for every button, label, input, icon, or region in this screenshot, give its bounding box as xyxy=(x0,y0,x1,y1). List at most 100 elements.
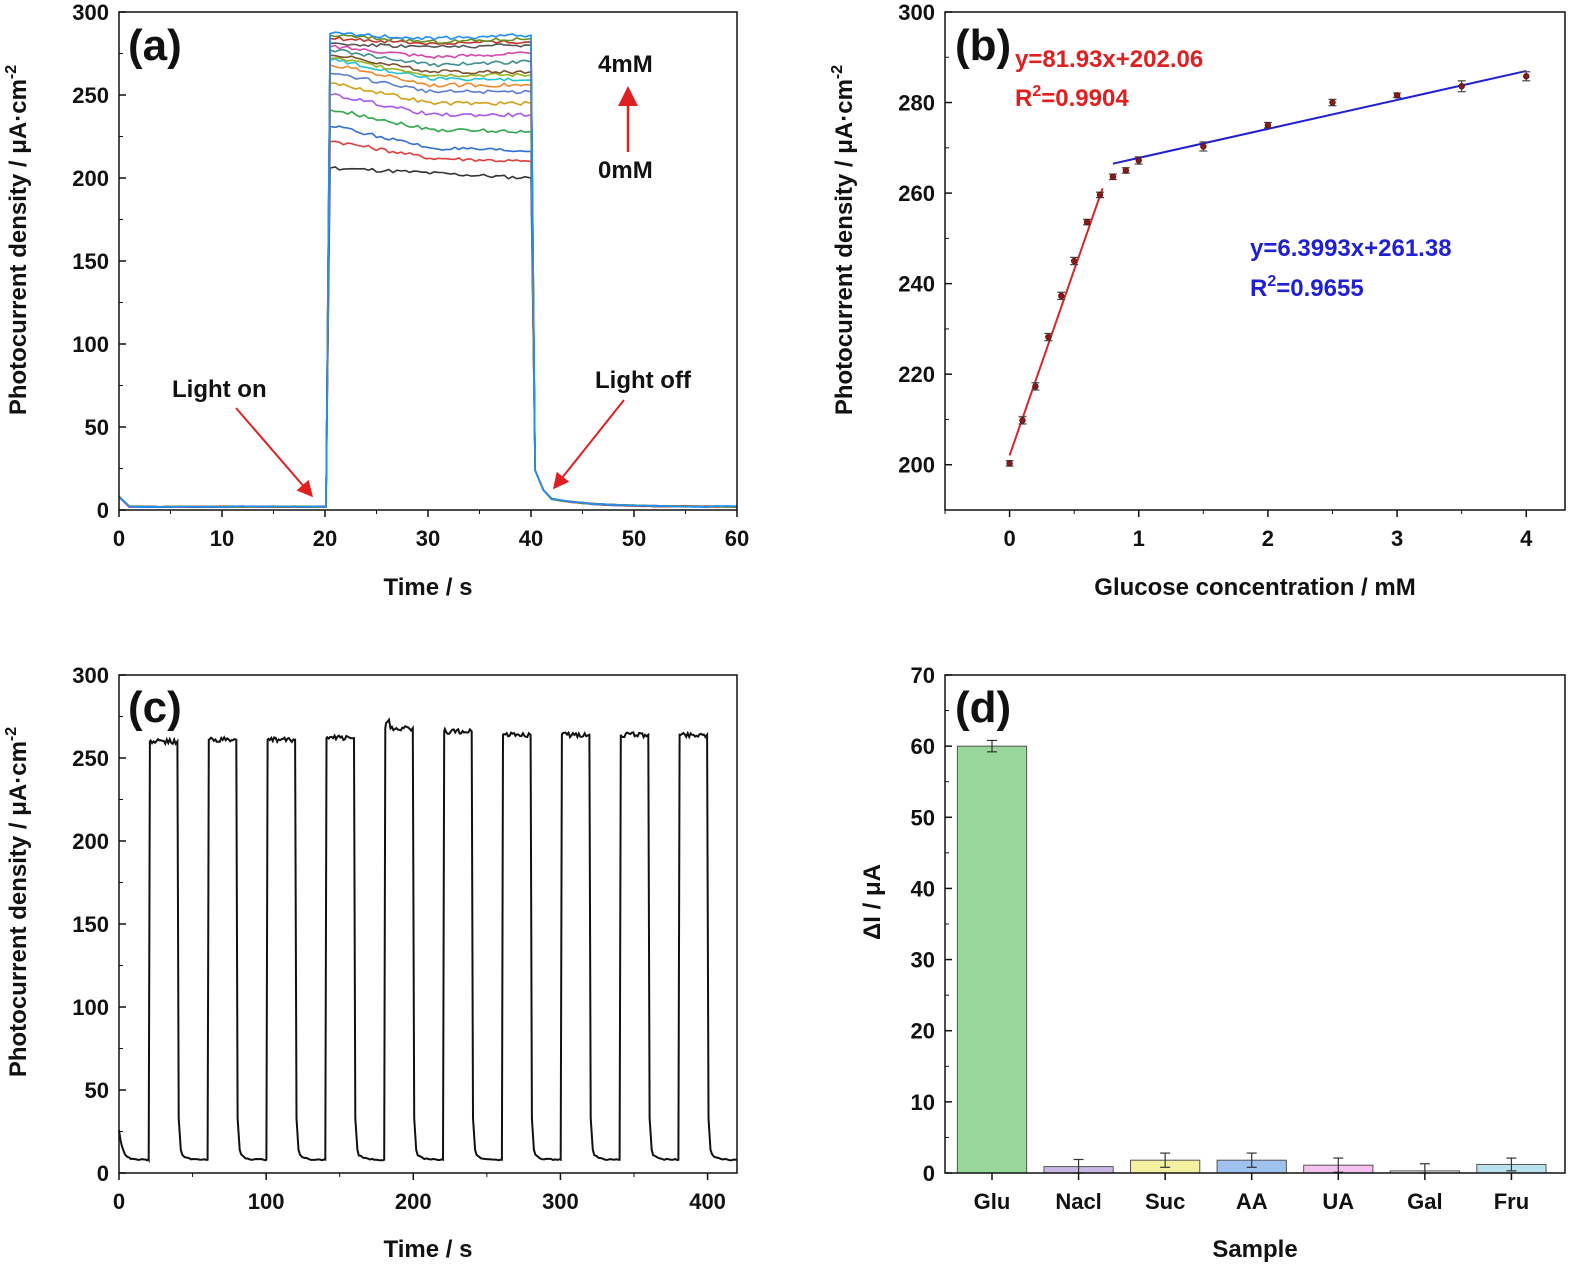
chart-c-y-axis-label: Photocurrent density / μA·cm-2 xyxy=(3,727,32,1077)
chart-b-ytick-label: 260 xyxy=(898,181,935,206)
chart-d-ytick-label: 0 xyxy=(923,1161,935,1186)
chart-a-xtick-label: 10 xyxy=(210,526,234,551)
chart-b-data-point xyxy=(1019,417,1026,424)
chart-b-data-point xyxy=(1200,143,1207,150)
chart-c-ytick-label: 250 xyxy=(72,746,109,771)
chart-b-fit-high-r2-sup: 2 xyxy=(1267,273,1276,290)
chart-a-annotation-4mm: 4mM xyxy=(598,51,653,78)
chart-c-ytick-label: 300 xyxy=(72,663,109,688)
chart-a-xtick-label: 40 xyxy=(519,526,543,551)
chart-b-data-point xyxy=(1264,121,1272,129)
chart-a-panel-label: (a) xyxy=(128,21,182,70)
chart-c-ticks: 0 50 100 150 200 250 300 0 100 200 300 400 xyxy=(72,663,726,1214)
chart-b-fit-high-r2-value: =0.9655 xyxy=(1276,275,1363,302)
chart-b-points xyxy=(1005,71,1531,467)
chart-a-xtick-label: 30 xyxy=(416,526,440,551)
chart-a-y-axis-label-sup: -2 xyxy=(3,65,20,79)
chart-a-annotation-0mm: 0mM xyxy=(598,157,653,184)
chart-a-series-line xyxy=(118,36,738,509)
chart-d-ytick-label: 70 xyxy=(911,663,935,688)
chart-b-data-point xyxy=(1109,173,1117,180)
chart-a-xtick-label: 0 xyxy=(113,526,125,551)
chart-b-data-point xyxy=(1006,460,1013,467)
chart-d-ticks: Glu Nacl Suc AA UA Gal Fru 0 10 20 30 40 50 60 70 xyxy=(911,663,1530,1214)
chart-b-xtick-label: 3 xyxy=(1391,526,1403,551)
chart-b-fit-low-equation: y=81.93x+202.06 xyxy=(1015,46,1203,73)
chart-a-x-axis-label: Time / s xyxy=(384,574,473,601)
chart-b-fit-low-r2-sup: 2 xyxy=(1032,83,1041,100)
chart-b-fit-lines xyxy=(1008,69,1527,456)
chart-c-series-line xyxy=(118,717,737,1164)
chart-a-series-line xyxy=(118,31,737,508)
chart-b-data-point xyxy=(1523,73,1530,80)
chart-d-x-axis-label: Sample xyxy=(1212,1236,1297,1263)
chart-a-ytick-label: 200 xyxy=(72,166,109,191)
chart-a-annotation-light-off: Light off xyxy=(595,367,692,394)
chart-a-series-group xyxy=(118,31,738,509)
chart-b-ytick-label: 200 xyxy=(898,453,935,478)
chart-b-data-point xyxy=(1032,383,1039,390)
chart-c-xtick-label: 200 xyxy=(395,1189,432,1214)
chart-b-fit-line-high xyxy=(1112,69,1527,165)
chart-d-xtick-label: Gal xyxy=(1407,1189,1442,1214)
chart-b-ytick-label: 300 xyxy=(898,0,935,25)
chart-d-y-axis-label: ΔI / μA xyxy=(859,864,886,940)
chart-a-xtick-label: 60 xyxy=(725,526,749,551)
chart-d-xtick-label: Suc xyxy=(1145,1189,1185,1214)
chart-d-ytick-label: 20 xyxy=(911,1019,935,1044)
chart-c-ytick-label: 50 xyxy=(85,1078,109,1103)
chart-c-y-axis-label-sup: -2 xyxy=(3,727,20,741)
chart-b-data-point xyxy=(1058,292,1065,300)
chart-d-xtick-label: AA xyxy=(1236,1189,1268,1214)
chart-b-fit-low-r2-value: =0.9904 xyxy=(1041,85,1129,112)
chart-a-ytick-label: 0 xyxy=(97,498,109,523)
chart-a-light-off-arrow xyxy=(553,399,625,490)
chart-c-panel-label: (c) xyxy=(128,683,182,732)
chart-a-series-line xyxy=(118,58,738,509)
chart-b-data-point xyxy=(1122,167,1130,174)
chart-b-xtick-label: 4 xyxy=(1520,526,1533,551)
chart-a-annotation-light-on: Light on xyxy=(172,376,267,403)
chart-a-ytick-label: 50 xyxy=(85,415,109,440)
chart-b-data-point xyxy=(1045,333,1052,341)
chart-a-series-line xyxy=(118,72,738,508)
chart-a-frame xyxy=(118,11,738,511)
chart-c-x-axis-label: Time / s xyxy=(384,1236,473,1263)
chart-b-frame xyxy=(944,11,1566,511)
chart-b-fit-low-r2: R2=0.9904 xyxy=(1015,83,1129,112)
chart-b-data-point xyxy=(1393,92,1401,99)
chart-d-xtick-label: Glu xyxy=(974,1189,1011,1214)
chart-a-series-line xyxy=(118,140,738,508)
chart-b-fit-high-r2: R2=0.9655 xyxy=(1250,273,1364,302)
chart-d-frame xyxy=(944,674,1566,1174)
chart-b-data-point xyxy=(1083,218,1091,226)
chart-d-ytick-label: 60 xyxy=(911,734,935,759)
chart-b-ytick-label: 280 xyxy=(898,91,935,116)
chart-d-bar xyxy=(956,745,1028,1174)
chart-b-data-point xyxy=(1458,83,1465,90)
chart-a-ticks: 0 50 100 150 200 250 300 0 10 20 30 40 50 60 xyxy=(72,0,749,551)
chart-b-data-point xyxy=(1329,99,1336,106)
chart-d-ytick-label: 50 xyxy=(911,805,935,830)
chart-b-data-point xyxy=(1070,257,1078,265)
chart-c-ytick-label: 100 xyxy=(72,995,109,1020)
chart-b-fit-high-r2-label: R xyxy=(1250,275,1267,302)
chart-b-data-point xyxy=(1135,157,1142,164)
chart-c-ytick-label: 150 xyxy=(72,912,109,937)
chart-a-y-axis-label-text: Photocurrent density / μA·cm xyxy=(5,79,32,415)
chart-c-ytick-label: 0 xyxy=(97,1161,109,1186)
chart-a-xtick-label: 20 xyxy=(313,526,337,551)
chart-c-xtick-label: 0 xyxy=(113,1189,125,1214)
chart-a-series-line xyxy=(118,48,738,509)
chart-b-y-axis-label: Photocurrent density / μA·cm-2 xyxy=(829,65,858,415)
chart-c-frame xyxy=(118,674,738,1174)
chart-a-ytick-label: 300 xyxy=(72,0,109,25)
chart-a-series-line xyxy=(118,57,738,509)
chart-b-fit-line-low xyxy=(1008,188,1104,456)
chart-c: 0 50 100 150 200 250 300 0 100 200 300 400 (c) Time… xyxy=(3,663,738,1263)
chart-b-ytick-label: 220 xyxy=(898,362,935,387)
chart-b-data-point xyxy=(1096,191,1104,199)
chart-a-series-line xyxy=(118,54,738,509)
